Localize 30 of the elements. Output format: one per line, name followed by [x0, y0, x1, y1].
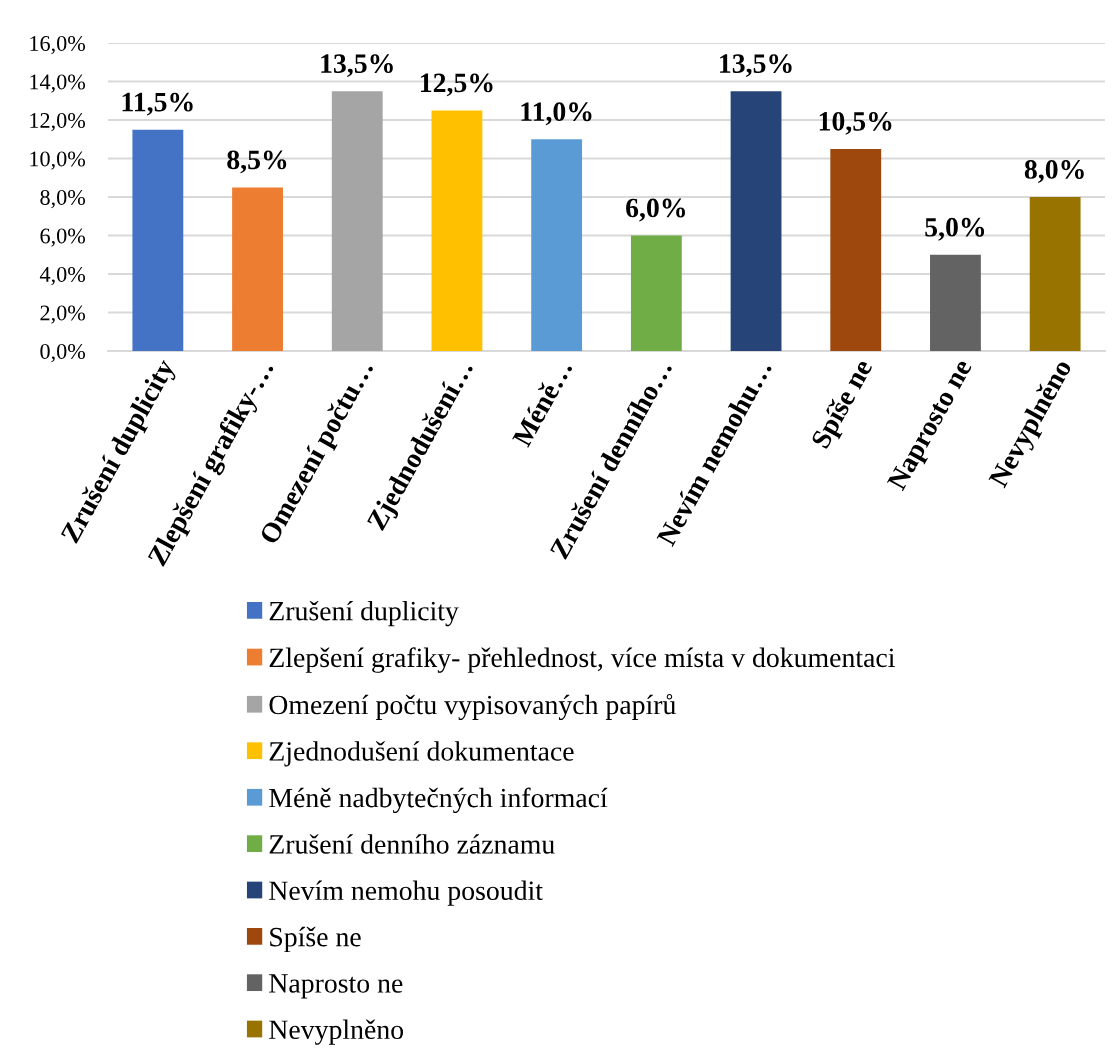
legend-label: Zrušení duplicity [269, 600, 459, 627]
data-label: 11,0% [521, 102, 592, 126]
legend-label: Nevyplněno [269, 1019, 404, 1045]
data-label: 13,5% [321, 54, 393, 78]
y-tick-label: 4,0% [39, 266, 86, 286]
data-label: 8,0% [1024, 160, 1084, 183]
legend-label: Spíše ne [270, 926, 361, 953]
data-label: 11,5% [122, 92, 193, 116]
data-label: 13,5% [720, 54, 792, 78]
data-label: 12,5% [420, 73, 493, 97]
y-tick-label: 16,0% [30, 35, 86, 55]
y-tick-label: 6,0% [40, 228, 86, 247]
data-label: 10,5% [819, 111, 892, 135]
legend-label: Méně nadbytečných informací [269, 787, 608, 814]
y-tick-label: 12,0% [30, 112, 86, 132]
legend-label: Zrušení denního záznamu [269, 834, 555, 854]
y-tick-label: 10,0% [30, 151, 86, 170]
y-tick-label: 8,0% [40, 189, 86, 209]
legend-label: Zlepšení grafiky- přehlednost, více místa v dokumentaci [269, 647, 895, 673]
legend-label: Omezení počtu vypisovaných papírů [269, 693, 676, 721]
data-label: 5,0% [925, 217, 985, 241]
y-tick-label: 2,0% [40, 305, 86, 324]
legend-label: Nevím nemohu posoudit [269, 880, 543, 906]
legend-label: Zjednodušení dokumentace [269, 741, 574, 767]
data-label: 8,5% [227, 150, 287, 174]
x-tick-label: Spíše ne [809, 357, 878, 452]
y-tick-label: 0,0% [40, 343, 86, 363]
data-label: 6,0% [626, 198, 685, 222]
legend-label: Naprosto ne [269, 974, 403, 999]
y-tick-label: 14,0% [30, 74, 86, 93]
